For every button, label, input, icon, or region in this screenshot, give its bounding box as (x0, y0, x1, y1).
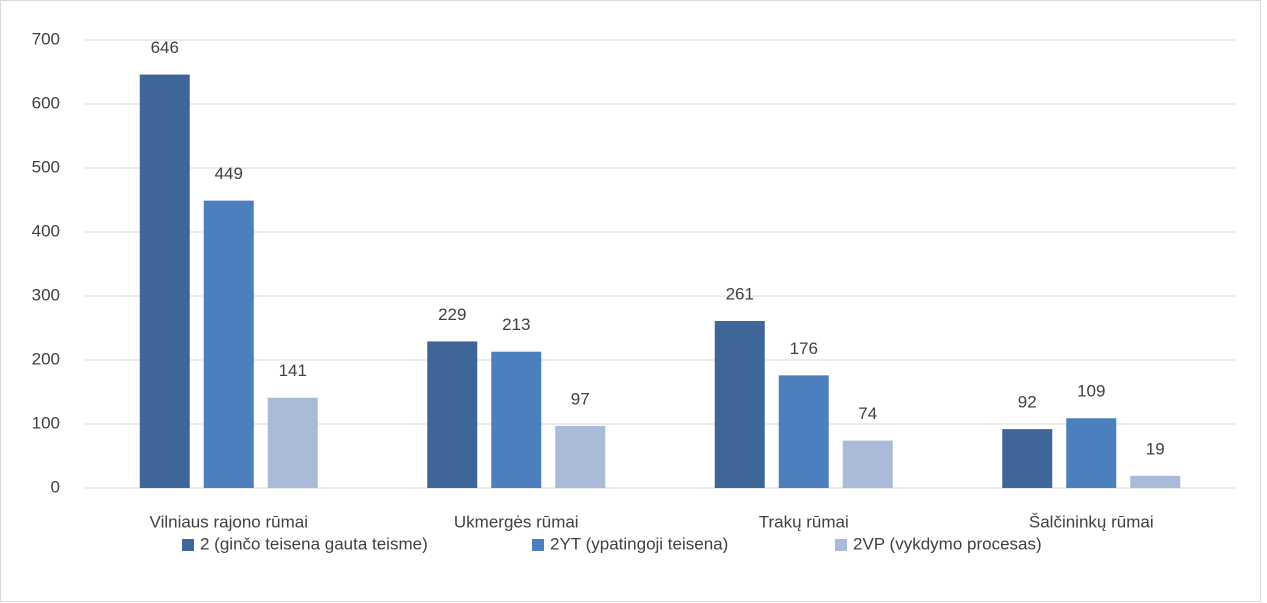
bar (139, 74, 190, 488)
bar (427, 341, 478, 488)
y-tick-label: 0 (51, 477, 60, 496)
bar (491, 351, 542, 488)
x-tick-label: Šalčininkų rūmai (1029, 512, 1154, 531)
data-label: 109 (1077, 382, 1105, 401)
bar (1002, 429, 1053, 488)
data-label: 74 (858, 404, 877, 423)
data-label: 176 (790, 339, 818, 358)
data-label: 646 (151, 38, 179, 57)
bar (842, 440, 893, 488)
data-label: 261 (726, 284, 754, 303)
bar (1066, 418, 1117, 488)
bar (267, 397, 318, 488)
bar (555, 425, 606, 488)
legend-label: 2VP (vykdymo procesas) (853, 534, 1042, 553)
y-tick-label: 100 (32, 413, 60, 432)
data-label: 97 (571, 389, 590, 408)
data-label: 141 (279, 361, 307, 380)
bar (714, 320, 765, 488)
data-label: 449 (215, 164, 243, 183)
y-tick-label: 300 (32, 285, 60, 304)
data-label: 92 (1018, 393, 1037, 412)
y-tick-label: 600 (32, 93, 60, 112)
y-tick-label: 400 (32, 221, 60, 240)
data-label: 213 (502, 315, 530, 334)
y-tick-label: 700 (32, 29, 60, 48)
x-tick-label: Ukmergės rūmai (454, 512, 579, 531)
data-label: 19 (1146, 439, 1165, 458)
x-tick-label: Vilniaus rajono rūmai (150, 512, 308, 531)
bar (1130, 475, 1181, 488)
x-tick-label: Trakų rūmai (759, 512, 849, 531)
legend-swatch (835, 539, 847, 551)
data-label: 229 (438, 305, 466, 324)
bar (778, 375, 829, 488)
legend-swatch (532, 539, 544, 551)
bar (203, 200, 254, 488)
legend-label: 2YT (ypatingoji teisena) (550, 534, 728, 553)
y-tick-label: 500 (32, 157, 60, 176)
legend-swatch (182, 539, 194, 551)
y-tick-label: 200 (32, 349, 60, 368)
legend-label: 2 (ginčo teisena gauta teisme) (200, 534, 428, 553)
